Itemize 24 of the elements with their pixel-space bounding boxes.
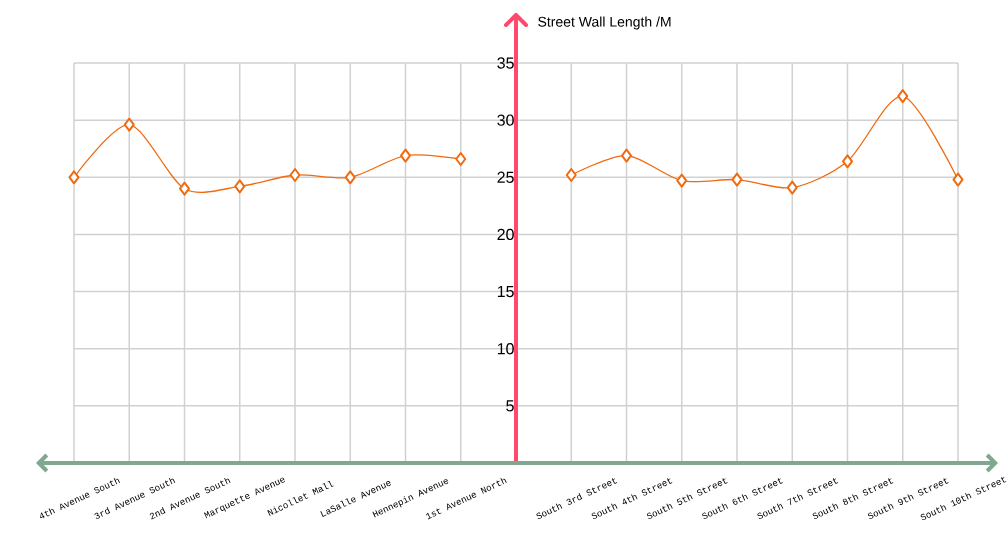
point xyxy=(565,168,577,182)
point xyxy=(897,89,909,104)
point xyxy=(234,179,246,194)
point xyxy=(731,172,743,187)
point xyxy=(179,181,190,196)
y-tick-label: 10 xyxy=(497,343,514,355)
point xyxy=(455,152,467,166)
y-tick-label: 30 xyxy=(497,114,514,126)
point xyxy=(621,148,632,163)
point xyxy=(842,154,853,169)
y-tick-label: 15 xyxy=(497,285,514,298)
y-axis-title: Street Wall Length /M xyxy=(538,16,671,30)
point xyxy=(344,170,356,185)
point xyxy=(68,170,80,185)
point xyxy=(123,117,135,132)
y-tick-label: 25 xyxy=(497,171,514,183)
point xyxy=(400,148,411,163)
point xyxy=(952,172,964,187)
point xyxy=(786,180,798,195)
point xyxy=(676,173,688,188)
y-tick-label: 5 xyxy=(506,400,514,412)
point xyxy=(289,168,301,182)
y-tick-label: 35 xyxy=(497,57,514,69)
y-tick-label: 20 xyxy=(497,228,514,241)
